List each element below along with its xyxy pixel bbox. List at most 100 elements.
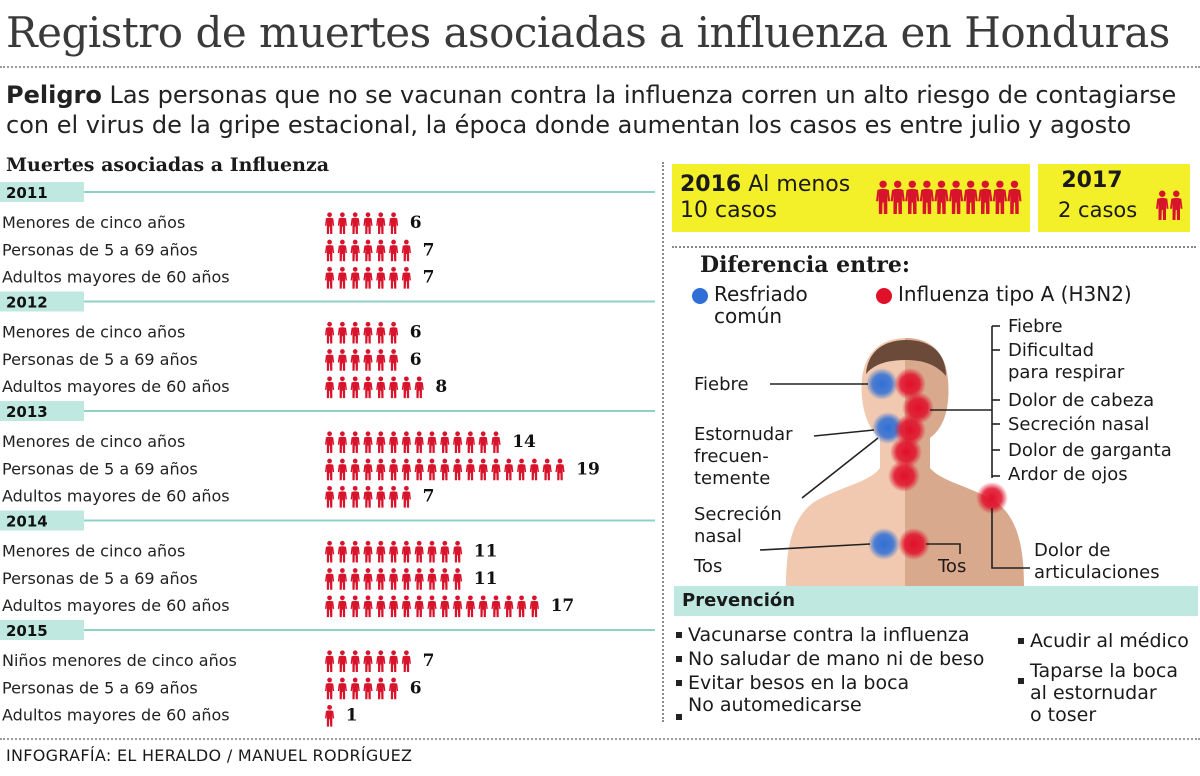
summary-2017-icons (1156, 190, 1183, 220)
flu-label-breath: Dificultad para respirar (1008, 340, 1124, 384)
prevention-item-6-3: o toser (1030, 704, 1097, 726)
person-icon (504, 595, 514, 618)
person-icon (337, 266, 347, 289)
person-icon (363, 266, 373, 289)
person-icon (376, 650, 386, 672)
person-icon (453, 540, 463, 563)
person-icon (363, 540, 373, 563)
person-icon (389, 485, 399, 508)
person-icon (389, 212, 399, 234)
person-icon (363, 349, 373, 371)
person-icon (465, 595, 475, 618)
person-icon (337, 458, 347, 481)
person-icon (376, 677, 386, 700)
prevention-item-6: Taparse la boca al estornudar o toser (1030, 660, 1178, 726)
cold-cough-dot (868, 528, 900, 560)
person-icon (337, 485, 347, 508)
figure-left-half (786, 338, 905, 586)
summary-2016-line2: 10 casos (680, 198, 777, 223)
person-icon (350, 650, 360, 672)
row-label: Niños menores de cinco años (2, 651, 237, 670)
summary-2017-year: 2017 (1061, 168, 1123, 193)
year-tab (0, 401, 84, 421)
flu-label-eyes: Ardor de ojos (1008, 464, 1128, 485)
intro-bold: Peligro (6, 81, 102, 109)
person-icon (1170, 190, 1183, 220)
bullet (676, 714, 682, 720)
person-icon (376, 321, 386, 344)
person-icon (350, 677, 360, 700)
person-icon (504, 458, 514, 481)
person-icon (337, 568, 347, 590)
person-icon (350, 321, 360, 344)
person-icon (376, 485, 386, 508)
person-icon (337, 349, 347, 371)
person-icon (376, 239, 386, 262)
person-icon (555, 458, 565, 481)
person-icon (325, 239, 335, 262)
person-icon (389, 650, 399, 672)
cold-label-nasal-2: nasal (694, 526, 742, 547)
flu-label-cough: Tos (938, 556, 967, 577)
flu-label-joints-2: articulaciones (1034, 562, 1160, 583)
person-icon (337, 650, 347, 672)
cold-label-nasal: Secreción nasal (694, 504, 782, 548)
person-icon (440, 540, 450, 563)
person-icon (389, 540, 399, 563)
person-icon (491, 595, 501, 618)
value-label: 7 (423, 651, 435, 671)
row-label: Adultos mayores de 60 años (2, 268, 230, 287)
summary-2016: 2016 Al menos 10 casos (672, 164, 1030, 232)
value-label: 11 (474, 542, 498, 562)
cold-legend-dot (692, 288, 708, 304)
flu-label-joints: Dolor de articulaciones (1034, 540, 1160, 584)
person-icon (363, 239, 373, 262)
person-icon (325, 458, 335, 481)
title-divider (0, 66, 1200, 68)
person-icon (363, 321, 373, 344)
person-icon (363, 376, 373, 399)
row-label: Adultos mayores de 60 años (2, 596, 230, 615)
person-icon (376, 540, 386, 563)
person-icon (350, 266, 360, 289)
person-icon (363, 431, 373, 453)
person-icon (401, 568, 411, 590)
person-icon (491, 458, 501, 481)
person-icon (350, 595, 360, 618)
intro-text: Peligro Las personas que no se vacunan c… (6, 80, 1196, 140)
person-icon (350, 239, 360, 262)
person-icon (350, 349, 360, 371)
person-icon (350, 458, 360, 481)
row-label: Personas de 5 a 69 años (2, 240, 198, 259)
person-icon (363, 212, 373, 234)
row-label: Personas de 5 a 69 años (2, 459, 198, 478)
flu-label-joints-1: Dolor de (1034, 540, 1111, 561)
person-icon (389, 376, 399, 399)
person-icon (401, 458, 411, 481)
person-icon (905, 180, 920, 214)
prevention-item-2: No saludar de mano ni de beso (688, 648, 985, 670)
person-icon (529, 458, 539, 481)
flu-cough-dot (898, 528, 930, 560)
person-icon (376, 458, 386, 481)
value-label: 8 (435, 377, 447, 397)
cold-label-sneeze-3: temente (694, 468, 771, 489)
flu-label-nasal: Secreción nasal (1008, 414, 1150, 435)
year-label: 2012 (6, 294, 48, 312)
flu-legend-dot (876, 288, 892, 304)
person-icon (376, 431, 386, 453)
row-label: Menores de cinco años (2, 323, 185, 342)
bullet (676, 680, 682, 686)
person-icon (517, 458, 527, 481)
person-icon (389, 431, 399, 453)
person-icon (325, 677, 335, 700)
summary-2016-icons (876, 180, 1022, 214)
person-icon (414, 568, 424, 590)
person-icon (1007, 180, 1022, 214)
person-icon (389, 458, 399, 481)
person-icon (478, 458, 488, 481)
summary-2016-line1: Al menos (748, 172, 851, 197)
person-icon (949, 180, 964, 214)
flu-label-breath-2: para respirar (1008, 362, 1125, 383)
person-icon (325, 212, 335, 234)
